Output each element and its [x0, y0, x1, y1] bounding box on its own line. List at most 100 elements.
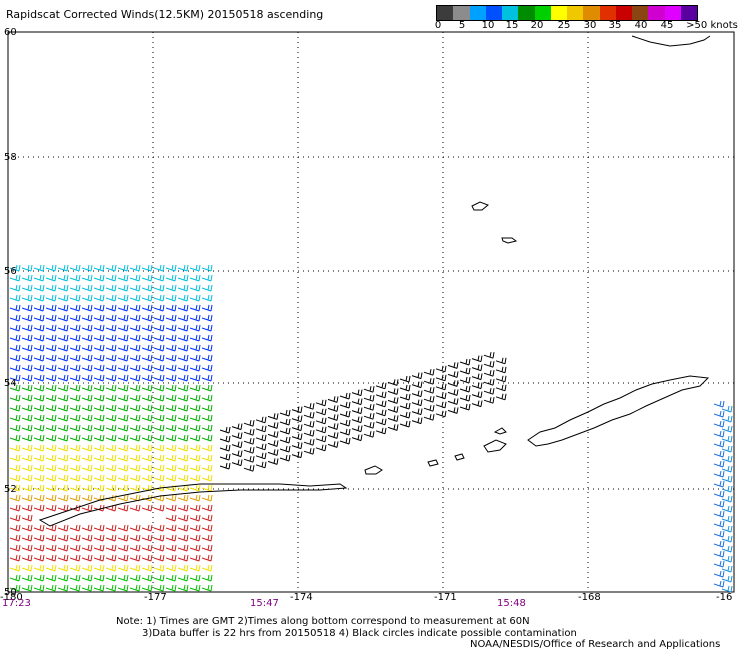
wind-barb: [21, 454, 33, 462]
wind-barb: [327, 441, 339, 448]
wind-barb: [165, 584, 177, 592]
wind-barb: [21, 424, 33, 432]
wind-barb: [267, 413, 279, 420]
wind-barb: [201, 504, 213, 512]
wind-barb: [105, 354, 117, 362]
wind-barb: [387, 397, 399, 404]
wind-barb: [165, 534, 177, 542]
wind-barb: [33, 574, 45, 582]
wind-barb: [231, 441, 243, 449]
wind-barb: [69, 484, 81, 492]
wind-barb: [713, 530, 725, 538]
wind-barb: [411, 399, 423, 407]
wind-barb: [495, 366, 507, 374]
wind-barb: [21, 544, 33, 552]
wind-barb: [129, 524, 141, 532]
wind-barb: [447, 371, 459, 378]
wind-barb: [153, 274, 165, 282]
longitude-label: -174: [290, 592, 313, 603]
wind-barb: [177, 314, 189, 322]
wind-barb: [153, 424, 165, 432]
wind-barb: [93, 474, 105, 482]
wind-barb: [459, 367, 471, 375]
longitude-label: -168: [578, 592, 601, 603]
wind-barb: [721, 585, 733, 593]
time-label-left: 17:23: [2, 598, 31, 609]
wind-barb: [201, 404, 213, 412]
wind-barb: [93, 284, 105, 292]
wind-barb: [57, 294, 69, 302]
wind-barb: [57, 444, 69, 452]
wind-barb: [315, 408, 327, 416]
pribilof-island-1: [471, 201, 489, 211]
wind-barb: [21, 554, 33, 562]
wind-barb: [255, 416, 267, 424]
wind-barb: [45, 554, 57, 562]
wind-barb: [165, 414, 177, 422]
wind-barb: [21, 464, 33, 472]
wind-barb: [117, 374, 129, 382]
wind-barb: [9, 584, 21, 592]
wind-barb: [165, 484, 177, 492]
wind-barb: [141, 284, 153, 292]
wind-barb: [153, 524, 165, 532]
wind-barb: [105, 274, 117, 282]
wind-barb: [69, 544, 81, 552]
wind-barb: [33, 524, 45, 532]
wind-barb: [105, 534, 117, 542]
wind-barb: [177, 364, 189, 372]
wind-barb: [57, 324, 69, 332]
wind-barbs: [9, 264, 733, 593]
wind-barb: [141, 264, 153, 272]
wind-barb: [141, 534, 153, 542]
wind-barb: [351, 398, 363, 406]
wind-barb: [117, 444, 129, 452]
wind-barb: [117, 364, 129, 372]
wind-barb: [105, 264, 117, 272]
wind-barb: [201, 484, 213, 492]
wind-barb: [189, 424, 201, 432]
wind-barb: [69, 314, 81, 322]
wind-barb: [189, 464, 201, 472]
wind-barb: [105, 464, 117, 472]
wind-barb: [93, 444, 105, 452]
wind-barb: [129, 454, 141, 462]
wind-barb: [255, 425, 267, 433]
wind-barb: [45, 314, 57, 322]
wind-barb: [471, 400, 483, 408]
wind-barb: [721, 555, 733, 563]
wind-barb: [339, 419, 351, 427]
wind-barb: [291, 424, 303, 432]
wind-barb: [327, 396, 339, 403]
wind-barb: [721, 515, 733, 523]
wind-barb: [105, 394, 117, 402]
wind-barb: [141, 544, 153, 552]
wind-barb: [267, 431, 279, 438]
wind-barb: [315, 444, 327, 452]
wind-barb: [459, 403, 471, 411]
wind-barb: [267, 449, 279, 456]
wind-barb: [21, 444, 33, 452]
wind-barb: [105, 294, 117, 302]
wind-barb: [447, 380, 459, 387]
wind-barb: [105, 454, 117, 462]
wind-barb: [57, 334, 69, 342]
wind-barb: [201, 474, 213, 482]
wind-barb: [177, 384, 189, 392]
wind-barb: [33, 314, 45, 322]
island-b: [427, 459, 439, 467]
wind-barb: [153, 574, 165, 582]
wind-barb: [363, 395, 375, 402]
wind-barb: [117, 344, 129, 352]
wind-barb: [153, 364, 165, 372]
wind-barb: [93, 484, 105, 492]
map-title: Rapidscat Corrected Winds(12.5KM) 201505…: [6, 8, 324, 21]
wind-barb: [713, 550, 725, 558]
wind-barb: [105, 364, 117, 372]
wind-barb: [153, 284, 165, 292]
wind-barb: [81, 314, 93, 322]
wind-barb: [33, 414, 45, 422]
wind-barb: [153, 344, 165, 352]
wind-barb: [81, 304, 93, 312]
wind-barb: [45, 464, 57, 472]
